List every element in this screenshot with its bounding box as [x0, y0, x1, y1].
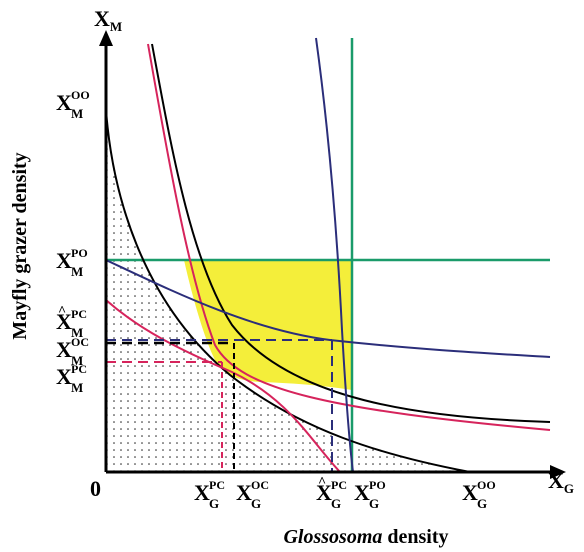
- svg-text:G: G: [209, 496, 219, 511]
- svg-text:X: X: [236, 480, 252, 505]
- svg-text:OO: OO: [71, 88, 90, 102]
- y-label-oo: X OO M: [56, 88, 90, 121]
- svg-text:^: ^: [318, 475, 326, 490]
- x-label-oc: X OC G: [236, 478, 269, 511]
- svg-text:PO: PO: [369, 478, 386, 492]
- svg-text:X: X: [56, 90, 72, 115]
- y-label-oc: X OC M: [56, 335, 89, 368]
- x-label-po: X PO G: [354, 478, 386, 511]
- red-curve-inner: [106, 299, 341, 472]
- svg-text:X: X: [56, 337, 72, 362]
- blue-curve-steep: [315, 37, 354, 472]
- black-curve-outer: [151, 43, 551, 423]
- svg-text:X: X: [56, 364, 72, 389]
- svg-text:OC: OC: [251, 478, 269, 492]
- y-label-pc: X PC M: [56, 362, 87, 395]
- x-label-oo: X OO G: [462, 478, 496, 511]
- x-label-pc: X PC G: [194, 478, 225, 511]
- svg-text:M: M: [71, 380, 83, 395]
- x-axis-end-label: XG: [548, 468, 574, 496]
- y-label-hat-pc: X ^ PC M: [56, 304, 87, 340]
- y-axis-end-label: XM: [94, 6, 122, 34]
- dotted-region: [106, 110, 470, 472]
- blue-curve-shallow: [106, 259, 551, 358]
- y-label-po: X PO M: [56, 246, 88, 279]
- y-axis-title: Mayfly grazer density: [9, 152, 31, 339]
- svg-text:X: X: [194, 480, 210, 505]
- x-axis-arrowhead: [550, 465, 566, 479]
- svg-text:M: M: [71, 353, 83, 368]
- x-axis-title: Glossosoma density: [283, 526, 448, 548]
- svg-text:PC: PC: [71, 307, 87, 321]
- svg-text:M: M: [71, 106, 83, 121]
- svg-text:X: X: [462, 480, 478, 505]
- red-curve-outer: [147, 43, 551, 431]
- svg-text:M: M: [71, 325, 83, 340]
- svg-text:X: X: [316, 480, 332, 505]
- origin-label: 0: [90, 476, 101, 501]
- svg-text:OO: OO: [477, 478, 496, 492]
- svg-text:X: X: [354, 480, 370, 505]
- svg-text:PC: PC: [331, 478, 347, 492]
- svg-text:PC: PC: [71, 362, 87, 376]
- svg-text:G: G: [331, 496, 341, 511]
- svg-text:G: G: [477, 496, 487, 511]
- x-label-hat-pc: X ^ PC G: [316, 475, 347, 511]
- svg-text:PO: PO: [71, 246, 88, 260]
- svg-text:X: X: [56, 248, 72, 273]
- black-curve-inner: [106, 109, 471, 472]
- svg-text:G: G: [369, 496, 379, 511]
- y-axis-arrowhead: [99, 30, 113, 46]
- svg-text:PC: PC: [209, 478, 225, 492]
- svg-text:G: G: [251, 496, 261, 511]
- svg-text:M: M: [71, 264, 83, 279]
- svg-text:OC: OC: [71, 335, 89, 349]
- svg-text:^: ^: [58, 304, 66, 319]
- svg-text:X: X: [56, 309, 72, 334]
- yellow-region: [184, 260, 352, 390]
